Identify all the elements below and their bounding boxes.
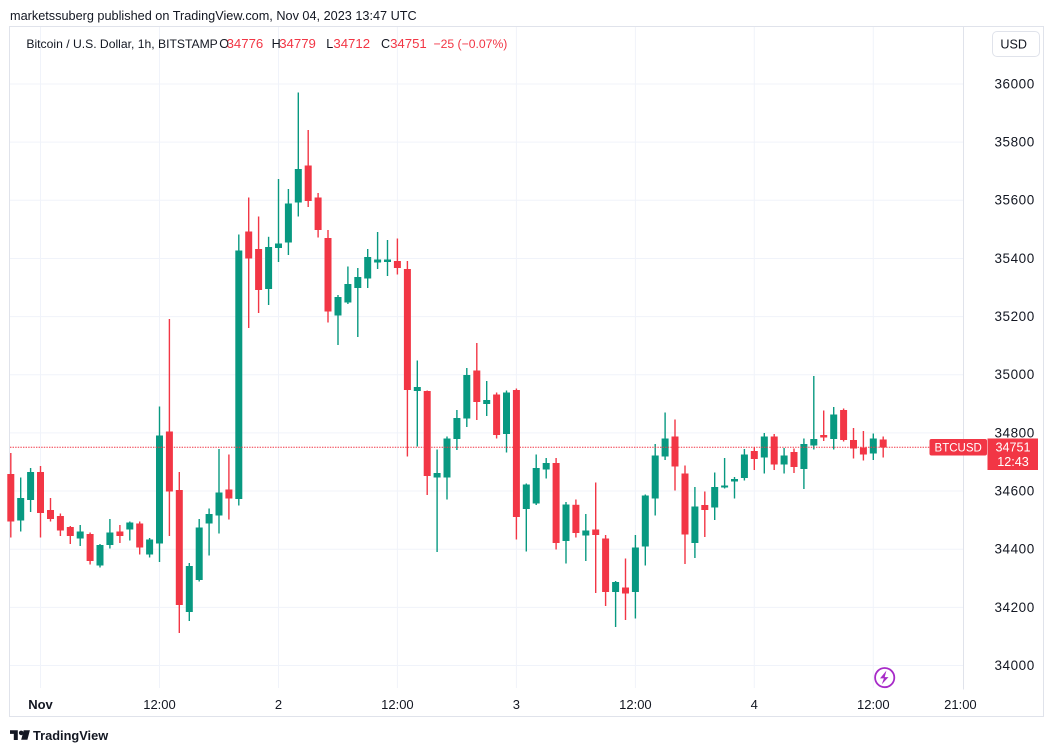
svg-text:Nov: Nov xyxy=(28,697,53,712)
svg-text:34776: 34776 xyxy=(227,36,264,51)
svg-text:34779: 34779 xyxy=(279,36,316,51)
svg-text:USD: USD xyxy=(1000,37,1027,51)
svg-text:34751: 34751 xyxy=(995,440,1030,454)
svg-text:12:43: 12:43 xyxy=(997,455,1029,469)
svg-text:BTCUSD: BTCUSD xyxy=(935,443,982,455)
svg-text:34400: 34400 xyxy=(995,542,1035,557)
svg-text:3: 3 xyxy=(513,697,520,712)
svg-text:35200: 35200 xyxy=(995,309,1035,324)
svg-text:2: 2 xyxy=(275,697,282,712)
svg-text:35600: 35600 xyxy=(995,193,1035,208)
svg-text:34600: 34600 xyxy=(995,483,1035,498)
svg-text:marketssuberg published on Tra: marketssuberg published on TradingView.c… xyxy=(10,9,417,23)
svg-text:C: C xyxy=(381,37,390,51)
svg-text:H: H xyxy=(272,37,281,51)
svg-text:TradingView: TradingView xyxy=(33,728,108,743)
svg-text:O: O xyxy=(219,37,229,51)
svg-text:36000: 36000 xyxy=(995,76,1035,91)
svg-text:35400: 35400 xyxy=(995,251,1035,266)
svg-text:21:00: 21:00 xyxy=(944,697,977,712)
svg-text:34000: 34000 xyxy=(995,658,1035,673)
svg-text:12:00: 12:00 xyxy=(381,697,414,712)
svg-text:12:00: 12:00 xyxy=(619,697,652,712)
svg-text:34712: 34712 xyxy=(333,36,370,51)
svg-text:Bitcoin / U.S. Dollar, 1h, BIT: Bitcoin / U.S. Dollar, 1h, BITSTAMP xyxy=(26,37,217,51)
svg-text:35000: 35000 xyxy=(995,367,1035,382)
svg-text:34800: 34800 xyxy=(995,425,1035,440)
svg-text:12:00: 12:00 xyxy=(143,697,176,712)
svg-text:34751: 34751 xyxy=(390,36,427,51)
svg-text:35800: 35800 xyxy=(995,135,1035,150)
svg-text:12:00: 12:00 xyxy=(857,697,890,712)
svg-text:4: 4 xyxy=(751,697,758,712)
svg-text:L: L xyxy=(326,37,333,51)
svg-text:34200: 34200 xyxy=(995,600,1035,615)
svg-text:−25 (−0.07%): −25 (−0.07%) xyxy=(434,37,508,51)
